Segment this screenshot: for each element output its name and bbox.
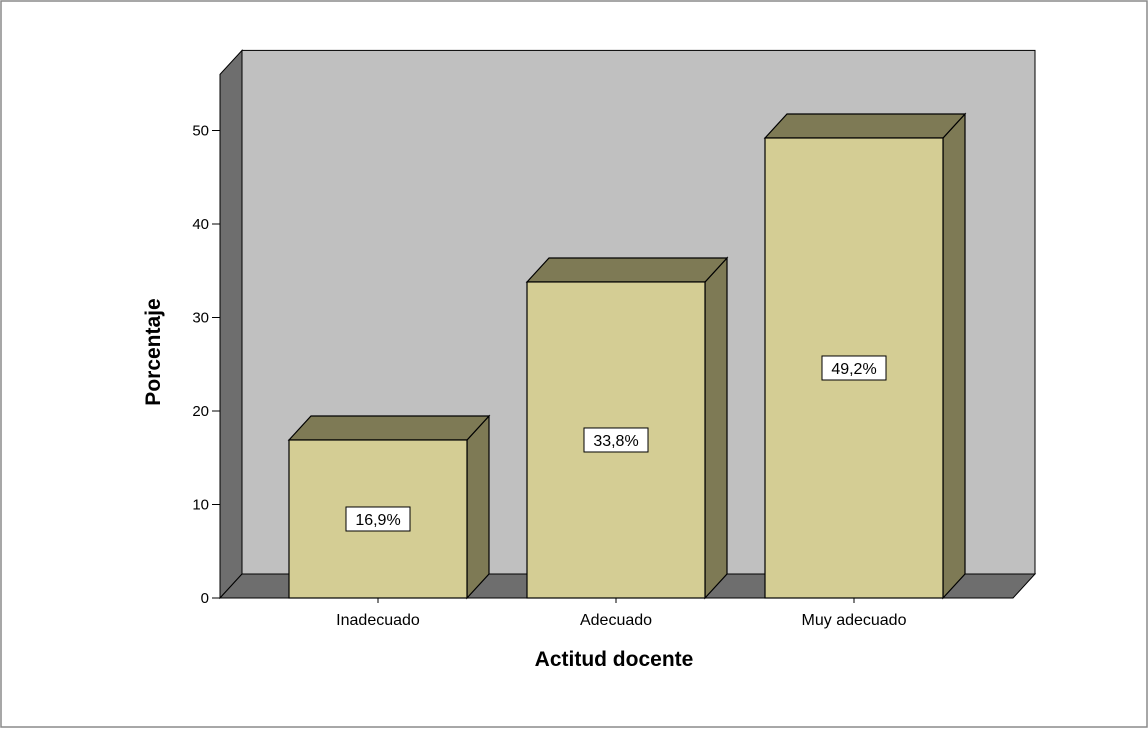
x-axis-title: Actitud docente bbox=[535, 648, 694, 671]
side-wall bbox=[219, 49, 243, 600]
data-label: 33,8% bbox=[593, 433, 638, 450]
y-axis: 0 10 20 30 40 50 bbox=[192, 74, 221, 607]
bars-group: 16,9% 33,8% 49,2% bbox=[287, 112, 967, 600]
bar-top bbox=[287, 415, 491, 441]
bar-side bbox=[942, 112, 966, 600]
bar-top bbox=[525, 257, 729, 283]
x-axis: Inadecuado Adecuado Muy adecuado bbox=[336, 598, 907, 629]
data-label-box bbox=[821, 355, 887, 381]
y-tick-label: 10 bbox=[192, 497, 209, 514]
data-label: 49,2% bbox=[831, 361, 876, 378]
y-tick-label: 20 bbox=[192, 403, 209, 420]
bar-2: 33,8% bbox=[525, 256, 729, 600]
data-label: 16,9% bbox=[355, 512, 400, 529]
bar-1: 16,9% bbox=[287, 414, 491, 600]
bar-top bbox=[763, 113, 967, 139]
y-tick-label: 50 bbox=[192, 123, 209, 140]
data-label-box bbox=[583, 427, 649, 453]
data-label-box bbox=[345, 506, 411, 532]
bar-side bbox=[704, 256, 728, 600]
x-tick-label: Adecuado bbox=[580, 612, 652, 629]
bar-3: 49,2% bbox=[763, 112, 967, 600]
y-axis-title: Porcentaje bbox=[142, 298, 165, 405]
y-tick-label: 40 bbox=[192, 216, 209, 233]
y-tick-label: 0 bbox=[201, 590, 209, 607]
x-tick-label: Inadecuado bbox=[336, 612, 420, 629]
y-tick-label: 30 bbox=[192, 310, 209, 327]
x-tick-label: Muy adecuado bbox=[802, 612, 907, 629]
bar-side bbox=[466, 414, 490, 600]
